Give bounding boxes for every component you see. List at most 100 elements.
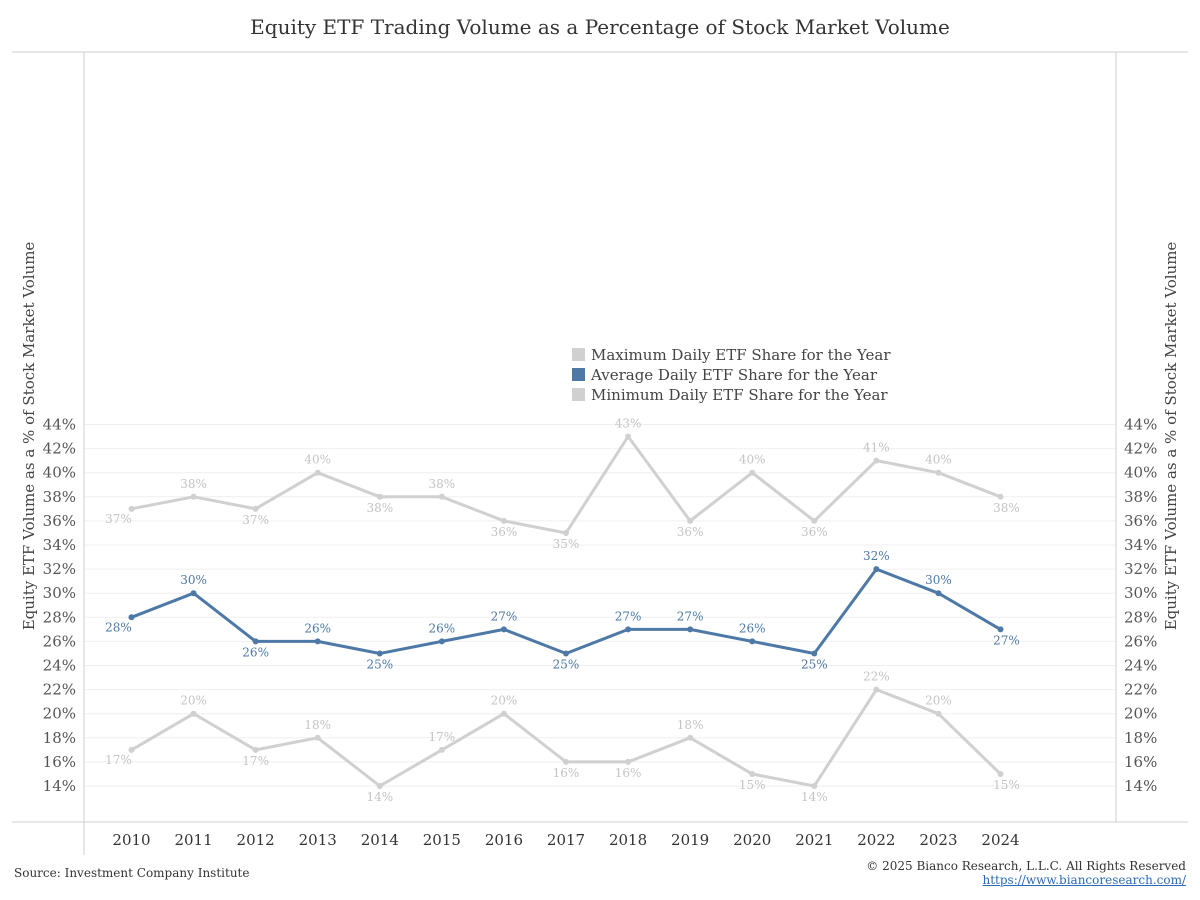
series-point bbox=[625, 433, 632, 440]
series-point bbox=[997, 626, 1004, 633]
y-tick-label-left: 26% bbox=[43, 632, 76, 650]
series-point bbox=[625, 758, 632, 765]
data-label: 38% bbox=[366, 501, 393, 515]
data-label: 32% bbox=[863, 549, 890, 563]
chart-frame bbox=[12, 51, 1188, 855]
y-axis-right-ticks: 14% 16% 18% 20% 22% 24% 26% 28% 30% 32% 34% 36% 38% 4… bbox=[1124, 416, 1157, 796]
data-label: 38% bbox=[180, 477, 207, 491]
data-label: 40% bbox=[304, 453, 331, 467]
x-tick-label: 2019 bbox=[671, 831, 709, 849]
data-label: 18% bbox=[677, 718, 704, 732]
y-tick-label-left: 18% bbox=[43, 729, 76, 747]
data-label: 18% bbox=[304, 718, 331, 732]
data-label: 26% bbox=[242, 645, 269, 659]
series-points bbox=[128, 433, 1004, 789]
data-label: 14% bbox=[366, 790, 393, 804]
series-point bbox=[749, 469, 756, 476]
series-point bbox=[252, 638, 259, 645]
series-point bbox=[935, 590, 942, 597]
y-tick-label-right: 44% bbox=[1124, 416, 1157, 434]
y-tick-label-left: 36% bbox=[43, 512, 76, 530]
x-tick-label: 2011 bbox=[174, 831, 212, 849]
y-tick-label-right: 28% bbox=[1124, 608, 1157, 626]
data-label: 27% bbox=[491, 609, 518, 623]
series-point bbox=[376, 493, 383, 500]
x-axis-ticks: 2010 2011 2012 2013 2014 2015 2016 2017 2018 2019… bbox=[112, 831, 1019, 849]
series-point bbox=[563, 529, 569, 536]
y-tick-label-left: 42% bbox=[43, 440, 76, 458]
x-tick-label: 2022 bbox=[857, 831, 895, 849]
y-tick-label-right: 24% bbox=[1124, 657, 1157, 675]
y-axis-left-title: Equity ETF Volume as a % of Stock Market… bbox=[20, 242, 38, 631]
data-label: 35% bbox=[553, 537, 580, 551]
data-label: 14% bbox=[801, 790, 828, 804]
data-labels: 37% 38% 37% 40% 38% 38% 36% 35% 43% 36% 40% 36% 41% 4… bbox=[105, 417, 1020, 804]
data-label: 17% bbox=[242, 754, 269, 768]
data-label: 20% bbox=[491, 694, 518, 708]
data-label: 38% bbox=[993, 501, 1020, 515]
copyright-text: © 2025 Bianco Research, L.L.C. All Right… bbox=[866, 859, 1186, 873]
x-tick-label: 2024 bbox=[981, 831, 1019, 849]
y-tick-label-right: 20% bbox=[1124, 705, 1157, 723]
y-tick-label-right: 30% bbox=[1124, 584, 1157, 602]
x-tick-label: 2020 bbox=[733, 831, 771, 849]
legend-swatch bbox=[572, 388, 585, 401]
y-tick-label-left: 32% bbox=[43, 560, 76, 578]
series-point bbox=[128, 505, 135, 512]
series-point bbox=[749, 770, 756, 777]
series-point bbox=[376, 650, 383, 657]
x-tick-label: 2023 bbox=[919, 831, 957, 849]
series-point bbox=[687, 734, 694, 741]
x-tick-label: 2015 bbox=[423, 831, 461, 849]
y-axis-right-title: Equity ETF Volume as a % of Stock Market… bbox=[1162, 242, 1180, 631]
series-point bbox=[811, 517, 818, 524]
data-label: 20% bbox=[925, 694, 952, 708]
y-tick-label-right: 16% bbox=[1124, 753, 1157, 771]
data-label: 16% bbox=[615, 766, 642, 780]
data-label: 25% bbox=[801, 657, 828, 671]
data-label: 26% bbox=[304, 621, 331, 635]
x-tick-label: 2016 bbox=[485, 831, 523, 849]
y-tick-label-left: 20% bbox=[43, 705, 76, 723]
y-tick-label-right: 26% bbox=[1124, 632, 1157, 650]
x-tick-label: 2017 bbox=[547, 831, 585, 849]
data-label: 43% bbox=[615, 417, 642, 431]
series-point bbox=[935, 469, 942, 476]
data-label: 16% bbox=[553, 766, 580, 780]
series-point bbox=[563, 650, 569, 657]
legend-swatch bbox=[572, 368, 585, 381]
data-label: 22% bbox=[863, 670, 890, 684]
x-tick-label: 2014 bbox=[361, 831, 399, 849]
series-point bbox=[438, 493, 445, 500]
y-tick-label-left: 44% bbox=[43, 416, 76, 434]
x-tick-label: 2018 bbox=[609, 831, 647, 849]
website-link[interactable]: https://www.biancoresearch.com/ bbox=[982, 873, 1186, 887]
y-tick-label-left: 40% bbox=[43, 464, 76, 482]
series-point bbox=[376, 783, 383, 789]
y-tick-label-right: 40% bbox=[1124, 464, 1157, 482]
series-point bbox=[873, 566, 880, 573]
data-label: 27% bbox=[993, 633, 1020, 647]
series-point bbox=[314, 469, 321, 476]
series-point bbox=[687, 626, 694, 633]
series-point bbox=[873, 686, 880, 693]
x-tick-label: 2021 bbox=[795, 831, 833, 849]
y-tick-label-left: 14% bbox=[43, 777, 76, 795]
series-point bbox=[190, 493, 197, 500]
series-point bbox=[128, 746, 135, 753]
data-label: 40% bbox=[739, 453, 766, 467]
series-point bbox=[625, 626, 632, 633]
data-label: 26% bbox=[739, 621, 766, 635]
gridlines bbox=[84, 424, 1116, 787]
series-point bbox=[128, 614, 135, 621]
series-point bbox=[997, 493, 1004, 500]
data-label: 15% bbox=[739, 778, 766, 792]
data-label: 26% bbox=[429, 621, 456, 635]
legend-swatch bbox=[572, 348, 585, 361]
series-point bbox=[935, 710, 942, 717]
series-point bbox=[190, 710, 197, 717]
y-tick-label-left: 22% bbox=[43, 681, 76, 699]
chart-title: Equity ETF Trading Volume as a Percentag… bbox=[250, 15, 950, 39]
series-point bbox=[252, 505, 259, 512]
